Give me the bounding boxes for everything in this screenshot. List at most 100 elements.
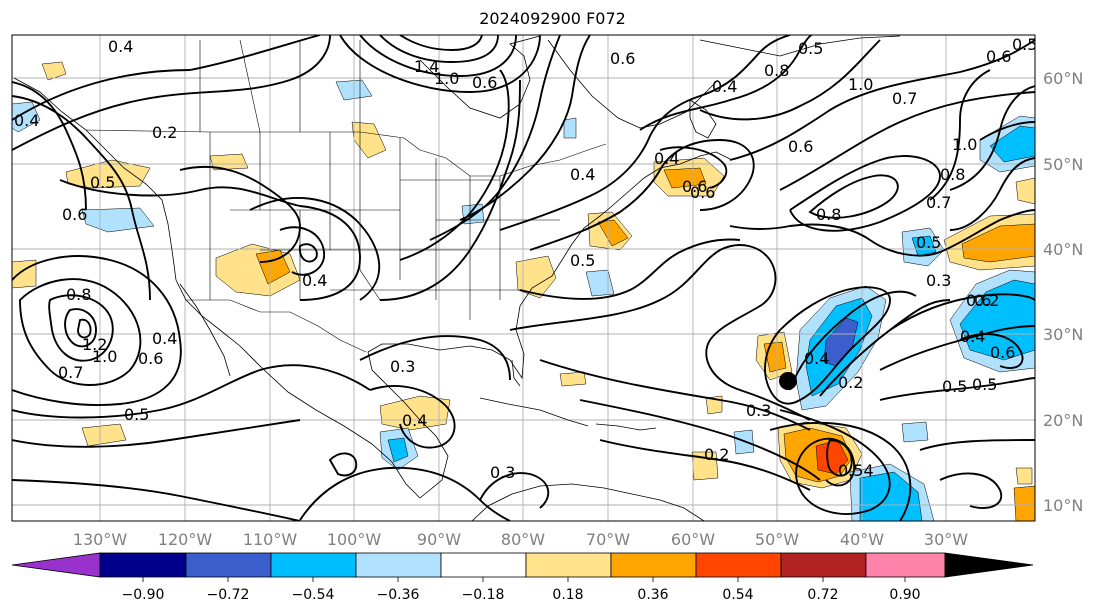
gridlines [12,35,1035,521]
contour-label: 0.8 [66,285,91,304]
isoline [889,293,1035,331]
isoline [819,299,951,397]
isoline [379,35,499,63]
isoline [939,472,1003,509]
contour-label: 0.3 [490,463,515,482]
colorbar-segment [525,552,612,578]
isoline [12,479,301,521]
shade-positive [961,223,1035,263]
lon-label: 60°W [671,530,715,549]
isoline [529,139,755,251]
isoline [459,35,591,221]
contour-label: 0.6 [472,73,497,92]
shade-negative [989,125,1035,163]
isoline [328,452,358,477]
isoline [479,472,550,509]
shade-negative [12,101,41,133]
shade-positive [1015,467,1033,485]
contour-label: 0.4 [402,411,427,430]
contour-label: 0.2 [704,445,729,464]
isoline [77,318,92,339]
contour-label: 0.3 [926,271,951,290]
colorbar-extend-right [944,552,1034,578]
contour-label: 0.6 [990,343,1015,362]
isoline [919,439,1035,451]
colorbar-segment [440,552,527,578]
isoline [369,385,456,449]
isoline [764,286,891,405]
isoline [298,243,318,263]
colorbar-tick-label: −0.90 [122,587,165,603]
lat-label: 10°N [1043,496,1083,515]
contour-labels: 0.4 1.4 1.0 0.6 0.6 0.5 0.6 0.8 0.4 1.0 … [14,35,1037,482]
shade-positive [379,395,451,431]
colorbar-tick-label: −0.72 [207,587,250,603]
contour-label: 0.6 [610,49,635,68]
isoline [399,69,510,261]
isoline [539,359,811,431]
isoline [339,35,541,93]
isoline [779,409,891,515]
lon-label: 110°W [243,530,298,549]
shade-positive [515,255,557,299]
coast-hispaniola [595,423,657,431]
colorbar-segment [780,552,867,578]
colorbar-segment [185,552,272,578]
contour-label: 0.4 [654,149,679,168]
contour-label: 1.0 [434,69,459,88]
shade-negative [387,437,409,463]
shade-negative [959,279,1035,361]
isoline [12,35,331,151]
shade-positive [597,219,629,247]
shade-positive [41,61,67,81]
contour-label: 0.5 [1012,35,1037,54]
isoline [12,364,371,419]
colorbar-tick-label: 0.90 [889,587,920,603]
isoline [826,439,853,477]
contour-label: 0.5 [124,405,149,424]
isoline [879,377,1035,401]
contour-label: 1.0 [848,75,873,94]
lon-label: 130°W [73,530,128,549]
storm-center-marker [779,372,797,390]
colorbar-tick-label: −0.18 [462,587,505,603]
map-frame [11,34,1036,522]
coast-cuba [479,397,589,427]
isoline [359,335,511,381]
contour-label: 0.8 [816,205,841,224]
colorbar-segment [865,552,946,578]
lon-label: 90°W [417,530,461,549]
contour-label: 0.6 [138,349,163,368]
shade-positive [209,153,249,171]
colorbar-tick-label: −0.54 [292,587,335,603]
coast-baja [179,283,231,377]
contour-label: 0.4 [804,349,829,368]
political-borders [85,39,607,353]
coast-newfoundland [689,99,717,139]
isoline [12,81,87,211]
isoline [979,121,1035,141]
border-us-mexico [186,299,367,353]
lon-label: 120°W [158,530,213,549]
lon-label: 40°W [840,530,884,549]
colorbar-ticks [142,577,906,582]
isoline [729,209,1035,257]
colorbar-tick-label: 0.36 [637,587,668,603]
isoline [879,325,1035,371]
map-title: 2024092900 F072 [479,9,626,28]
isoline [639,35,813,131]
contour-label: 0.5 [798,39,823,58]
shade-positive [1013,485,1035,521]
isoline [659,146,728,189]
coast-florida [511,359,521,387]
lat-label: 20°N [1043,411,1083,430]
shade-negative [585,269,615,297]
lon-label: 50°W [755,530,799,549]
contour-label: 0.5 [942,377,967,396]
contour-label: 1.0 [92,347,117,366]
isoline [379,79,521,301]
canada-provinces [199,39,361,133]
contour-label: 0.54 [838,461,874,480]
contour-label: 0.6 [788,137,813,156]
contour-label: 0.4 [302,271,327,290]
